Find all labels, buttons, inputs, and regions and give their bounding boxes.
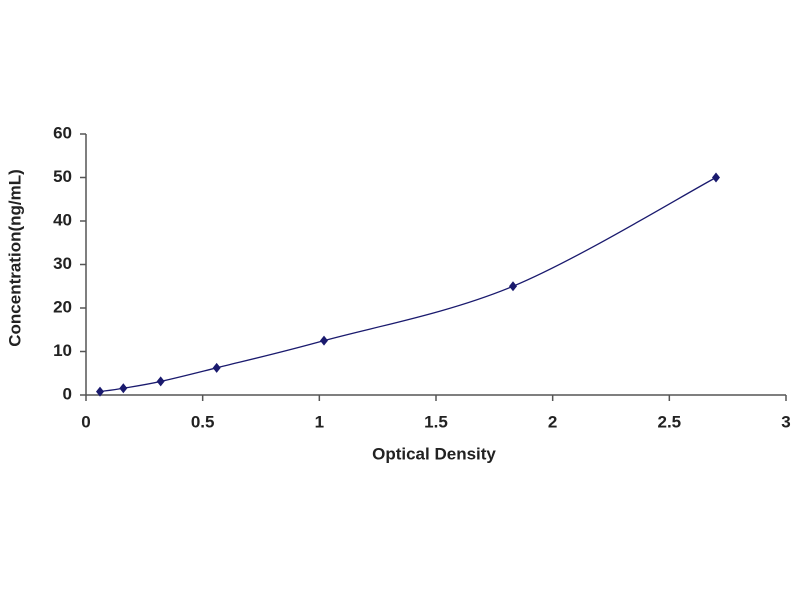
data-point — [509, 281, 517, 292]
y-tick-label: 40 — [53, 210, 72, 229]
fit-curve — [99, 176, 717, 393]
x-tick-label: 0 — [81, 412, 90, 431]
data-point — [712, 172, 720, 183]
x-tick-label: 0.5 — [191, 412, 215, 431]
data-point — [119, 383, 128, 394]
y-tick-label: 10 — [53, 341, 72, 360]
y-tick-label: 30 — [53, 254, 72, 273]
x-tick-label: 3 — [781, 412, 790, 431]
x-tick-label: 1 — [315, 412, 324, 431]
y-tick-label: 60 — [53, 123, 72, 142]
data-point — [320, 335, 328, 346]
x-tick-label: 1.5 — [424, 412, 448, 431]
y-tick-label: 50 — [53, 167, 72, 186]
data-point — [212, 362, 221, 373]
y-tick-label: 20 — [53, 297, 72, 316]
x-tick-label: 2.5 — [658, 412, 682, 431]
x-axis-label: Optical Density — [372, 444, 496, 463]
y-axis-label: Concentration(ng/mL) — [5, 169, 24, 347]
data-point — [96, 386, 104, 397]
y-tick-label: 0 — [63, 384, 72, 403]
x-tick-label: 2 — [548, 412, 557, 431]
data-point — [156, 376, 165, 387]
